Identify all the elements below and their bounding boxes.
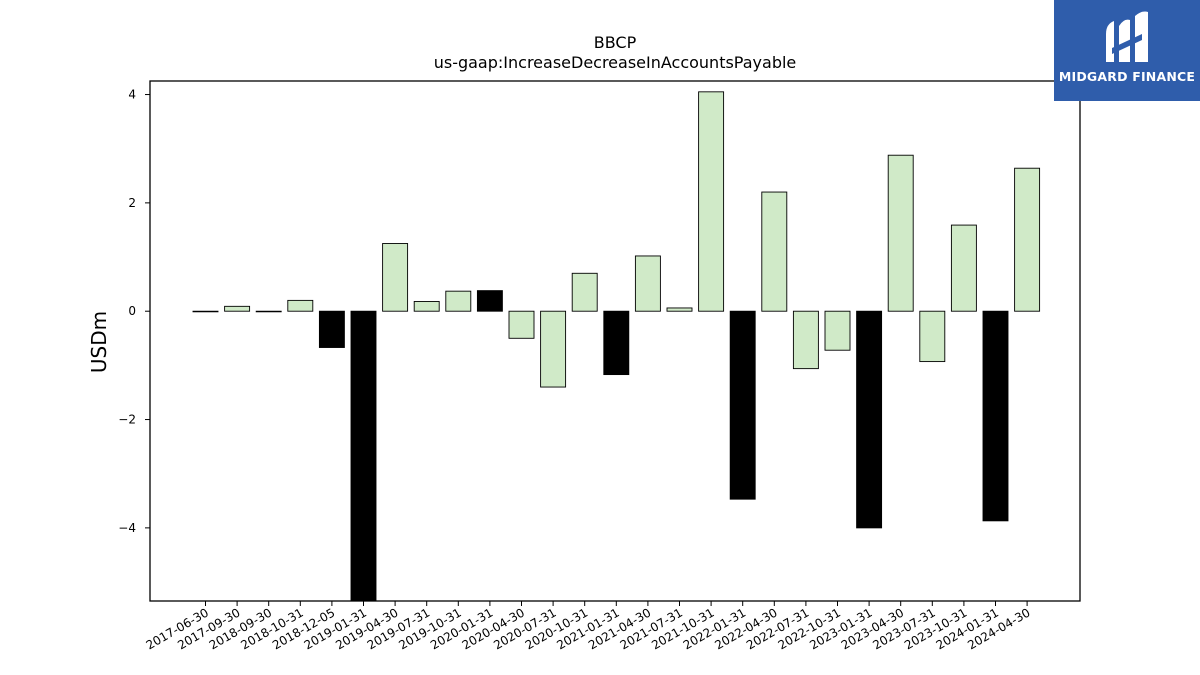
y-tick-label: 4 [128, 88, 136, 102]
y-tick-label: −4 [118, 521, 136, 535]
bar-2021-10-31 [698, 91, 725, 312]
bar-2020-10-31 [571, 272, 598, 312]
y-axis-label: USDm [87, 311, 111, 373]
midgard-finance-logo: MIDGARD FINANCE [1054, 0, 1200, 101]
chart-subtitle: us-gaap:IncreaseDecreaseInAccountsPayabl… [434, 53, 797, 72]
bar-2023-01-31 [856, 310, 883, 529]
logo-text: MIDGARD FINANCE [1058, 69, 1196, 84]
bar-2021-01-31 [603, 310, 630, 376]
bar-2021-04-30 [634, 255, 661, 312]
bar-2019-10-31 [445, 290, 472, 312]
bar-2018-10-31 [287, 299, 314, 312]
bar-2023-10-31 [950, 224, 977, 312]
midgard-m-logo-icon [1102, 8, 1152, 72]
bar-2019-04-30 [382, 243, 409, 312]
bar-2024-04-30 [1014, 167, 1041, 312]
bar-2020-07-31 [540, 310, 567, 388]
bar-2018-09-30 [255, 310, 282, 313]
bar-2023-07-31 [919, 310, 946, 363]
bar-2022-10-31 [824, 310, 851, 351]
y-tick-label: 0 [128, 304, 136, 318]
y-tick-label: −2 [118, 413, 136, 427]
chart-title: BBCP [594, 33, 637, 52]
bar-2017-09-30 [224, 305, 251, 312]
plot-frame [149, 80, 1081, 602]
bar-2024-01-31 [982, 310, 1009, 522]
bar-2021-07-31 [666, 307, 693, 312]
bar-2020-04-30 [508, 310, 535, 339]
bar-2022-07-31 [792, 310, 819, 370]
bar-2018-12-05 [318, 310, 345, 348]
bar-2020-01-31 [476, 290, 503, 312]
bar-2022-04-30 [761, 191, 788, 312]
bar-2017-06-30 [192, 310, 219, 313]
bar-2019-01-31 [350, 310, 377, 601]
bar-2023-04-30 [887, 154, 914, 312]
y-tick-label: 2 [128, 196, 136, 210]
bar-2022-01-31 [729, 310, 756, 500]
bar-2019-07-31 [413, 301, 440, 312]
